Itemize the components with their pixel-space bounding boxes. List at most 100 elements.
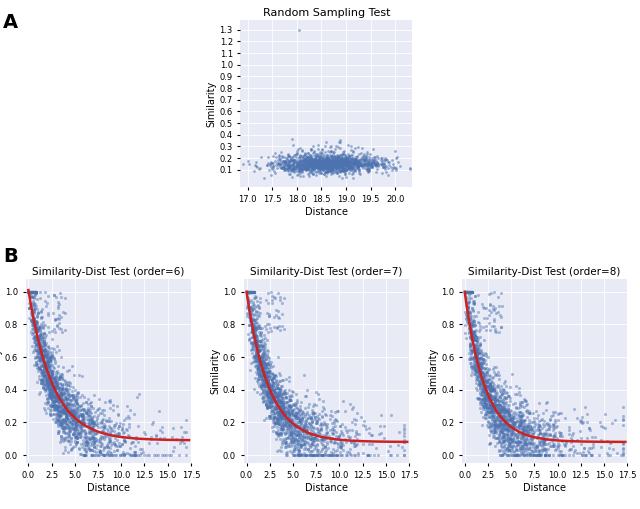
Point	[390, 154, 401, 162]
Point	[50, 357, 60, 365]
Point	[84, 434, 95, 442]
Point	[275, 403, 285, 411]
Point	[465, 288, 476, 296]
Point	[469, 336, 479, 344]
Point	[31, 325, 42, 333]
Point	[314, 141, 324, 149]
Point	[83, 439, 93, 447]
Point	[246, 288, 256, 296]
Point	[489, 322, 499, 330]
Point	[376, 156, 386, 164]
Point	[106, 417, 116, 426]
Point	[467, 288, 477, 296]
Point	[45, 401, 55, 409]
Point	[289, 438, 299, 446]
Point	[247, 288, 257, 296]
Point	[244, 288, 254, 296]
Point	[460, 289, 470, 297]
Point	[303, 158, 314, 166]
Point	[486, 401, 496, 409]
Point	[465, 342, 476, 350]
Point	[248, 288, 259, 296]
Point	[307, 451, 317, 459]
Point	[498, 398, 508, 406]
Point	[266, 390, 276, 399]
Point	[62, 394, 72, 403]
Point	[295, 451, 305, 459]
Point	[260, 325, 271, 333]
Point	[252, 364, 262, 373]
Point	[259, 386, 269, 394]
Point	[333, 159, 344, 167]
Point	[60, 405, 70, 413]
Point	[497, 407, 508, 415]
Point	[469, 343, 479, 351]
Point	[476, 353, 486, 361]
Point	[76, 411, 86, 419]
Point	[292, 431, 303, 439]
Point	[333, 158, 343, 166]
Point	[292, 435, 303, 443]
Point	[553, 451, 563, 459]
Point	[351, 155, 361, 163]
Point	[349, 165, 359, 174]
Point	[271, 414, 282, 422]
Point	[276, 398, 287, 406]
Point	[60, 442, 70, 450]
Point	[282, 163, 292, 171]
Point	[483, 364, 493, 372]
Point	[25, 292, 35, 300]
Point	[259, 350, 269, 358]
Point	[505, 426, 515, 434]
Point	[476, 379, 486, 387]
Point	[510, 390, 520, 398]
Point	[462, 288, 472, 296]
Point	[273, 385, 283, 393]
Point	[50, 378, 60, 386]
Point	[54, 395, 65, 404]
Point	[29, 314, 40, 322]
Point	[28, 319, 38, 327]
Point	[386, 163, 396, 172]
Point	[517, 441, 527, 449]
Point	[312, 161, 323, 169]
Point	[257, 371, 268, 379]
Point	[90, 437, 100, 445]
Point	[33, 324, 43, 332]
Point	[495, 391, 506, 399]
Point	[522, 421, 532, 430]
Point	[523, 449, 533, 457]
Point	[54, 300, 65, 308]
Point	[244, 159, 255, 167]
Point	[51, 367, 61, 376]
Point	[67, 408, 77, 416]
Point	[176, 436, 186, 444]
Point	[486, 402, 497, 410]
Point	[371, 160, 381, 168]
Point	[47, 402, 57, 410]
Point	[330, 163, 340, 171]
Point	[330, 415, 340, 423]
Point	[294, 162, 305, 170]
Point	[246, 288, 256, 296]
Point	[520, 396, 530, 404]
Point	[330, 145, 340, 153]
Point	[483, 353, 493, 361]
Point	[534, 422, 545, 430]
Point	[505, 411, 515, 419]
Point	[346, 155, 356, 163]
Point	[311, 416, 321, 425]
Point	[122, 426, 132, 434]
Point	[521, 429, 531, 437]
Point	[254, 362, 264, 370]
Point	[52, 391, 62, 400]
Point	[307, 451, 317, 459]
Point	[243, 288, 253, 296]
Point	[306, 157, 316, 165]
Point	[250, 331, 260, 339]
Point	[277, 382, 287, 390]
Point	[379, 161, 389, 169]
Point	[512, 417, 522, 425]
Point	[35, 345, 45, 353]
Point	[52, 409, 62, 417]
